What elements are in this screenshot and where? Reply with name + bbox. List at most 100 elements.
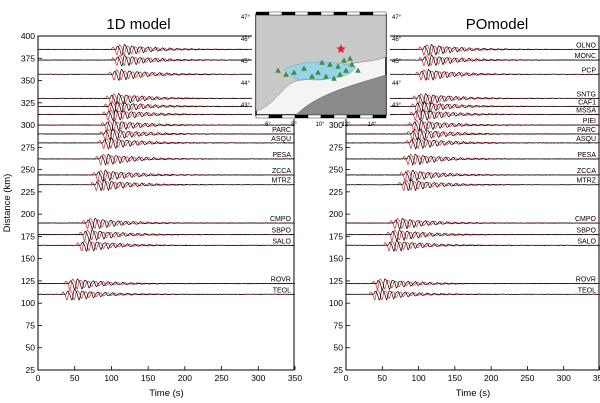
observed-trace: [345, 179, 600, 192]
observed-trace: [37, 68, 295, 81]
observed-trace: [345, 137, 600, 150]
x-axis-label: Time (s): [456, 388, 490, 399]
observed-trace: [38, 119, 295, 132]
lon-label: 14°: [367, 122, 377, 128]
observed-trace: [346, 278, 600, 290]
station-label: TEOL: [273, 287, 291, 294]
lat-label: 45°: [392, 59, 402, 65]
plot-frame: [345, 35, 600, 371]
y-tick-label: 325: [21, 98, 35, 108]
synthetic-trace: [37, 179, 295, 192]
observed-trace: [345, 119, 600, 132]
x-tick-label: 100: [104, 373, 118, 383]
synthetic-trace: [345, 120, 600, 132]
lon-label: 10°: [315, 122, 325, 128]
station-marker: [275, 67, 281, 73]
y-tick-label: 100: [21, 298, 35, 308]
frame-scale-segment: [333, 11, 348, 16]
y-tick-label: 75: [26, 320, 36, 330]
y-tick-label: 200: [329, 209, 343, 219]
synthetic-trace: [345, 229, 600, 241]
y-tick-label: 275: [329, 142, 343, 152]
synthetic-trace: [37, 229, 295, 242]
synthetic-trace: [37, 240, 295, 252]
frame-scale-segment: [255, 11, 270, 16]
frame-scale-segment: [346, 114, 361, 119]
x-tick-label: 300: [557, 373, 571, 383]
x-tick-label: 200: [178, 373, 192, 383]
y-tick-label: 175: [21, 231, 35, 241]
station-label: MTRZ: [272, 178, 292, 185]
observed-trace: [37, 153, 295, 166]
station-marker: [315, 69, 321, 75]
observed-trace: [38, 229, 295, 241]
x-tick-label: 0: [36, 373, 41, 383]
station-marker: [341, 57, 347, 63]
station-label: PESA: [577, 152, 596, 159]
x-tick-label: 50: [378, 373, 388, 383]
station-marker: [309, 73, 315, 79]
y-tick-label: 225: [329, 187, 343, 197]
synthetic-trace: [37, 288, 295, 301]
frame-scale-segment: [281, 11, 296, 16]
station-marker: [301, 65, 307, 71]
y-tick-label: 75: [334, 320, 344, 330]
station-label: PESA: [272, 152, 291, 159]
lat-label: 46°: [392, 37, 402, 43]
apennines: [295, 74, 387, 116]
station-label: OLNO: [576, 42, 596, 49]
station-label: MONC: [575, 53, 596, 60]
frame-scale-segment: [307, 11, 322, 16]
frame-scale-segment: [294, 11, 309, 16]
station-marker: [347, 55, 353, 61]
station-marker: [327, 61, 333, 67]
observed-trace: [37, 43, 295, 56]
observed-trace: [37, 101, 295, 114]
x-tick-label: 200: [484, 373, 498, 383]
station-marker: [343, 67, 349, 73]
observed-trace: [37, 109, 295, 121]
frame-scale-segment: [359, 11, 374, 16]
station-label: CMPO: [575, 216, 597, 223]
station-label: MSSA: [576, 107, 596, 114]
lon-label: 12°: [341, 122, 351, 128]
observed-trace: [38, 55, 295, 67]
y-tick-label: 50: [334, 343, 344, 353]
station-label: ZCCA: [272, 168, 291, 175]
station-label: SALO: [577, 238, 596, 245]
panel-title: POmodel: [466, 16, 529, 33]
station-label: PARC: [272, 127, 291, 134]
frame-scale-segment: [333, 114, 348, 119]
station-label: SALO: [272, 238, 291, 245]
lat-label: 47°: [241, 15, 251, 21]
x-tick-label: 150: [141, 373, 155, 383]
observed-trace: [37, 169, 295, 182]
y-tick-label: 350: [21, 76, 35, 86]
station-label: PCP: [582, 67, 597, 74]
frame-scale-segment: [255, 114, 270, 119]
y-tick-label: 150: [21, 254, 35, 264]
station-marker: [331, 75, 337, 81]
y-tick-label: 125: [21, 276, 35, 286]
observed-trace: [37, 129, 295, 141]
observed-trace: [346, 218, 600, 230]
x-tick-label: 100: [411, 373, 425, 383]
station-marker: [337, 71, 343, 77]
x-tick-label: 250: [520, 373, 534, 383]
observed-trace: [346, 169, 600, 182]
station-marker: [335, 63, 341, 69]
observed-trace: [37, 217, 295, 230]
y-tick-label: 250: [329, 165, 343, 175]
station-marker: [291, 69, 297, 75]
station-marker: [283, 71, 289, 77]
station-label: ROVR: [271, 277, 291, 284]
frame-scale-segment: [320, 11, 335, 16]
x-axis-label: Time (s): [149, 388, 183, 399]
panel-title: 1D model: [106, 16, 170, 33]
station-marker: [323, 73, 329, 79]
station-label: CAF1: [578, 99, 596, 106]
panel-1d-model: 0 50 100 150 200 250 300 350 25 50 75 100 125 150 175 2…: [2, 16, 302, 399]
station-label: CMPO: [270, 216, 292, 223]
station-label: SBPO: [577, 228, 597, 235]
